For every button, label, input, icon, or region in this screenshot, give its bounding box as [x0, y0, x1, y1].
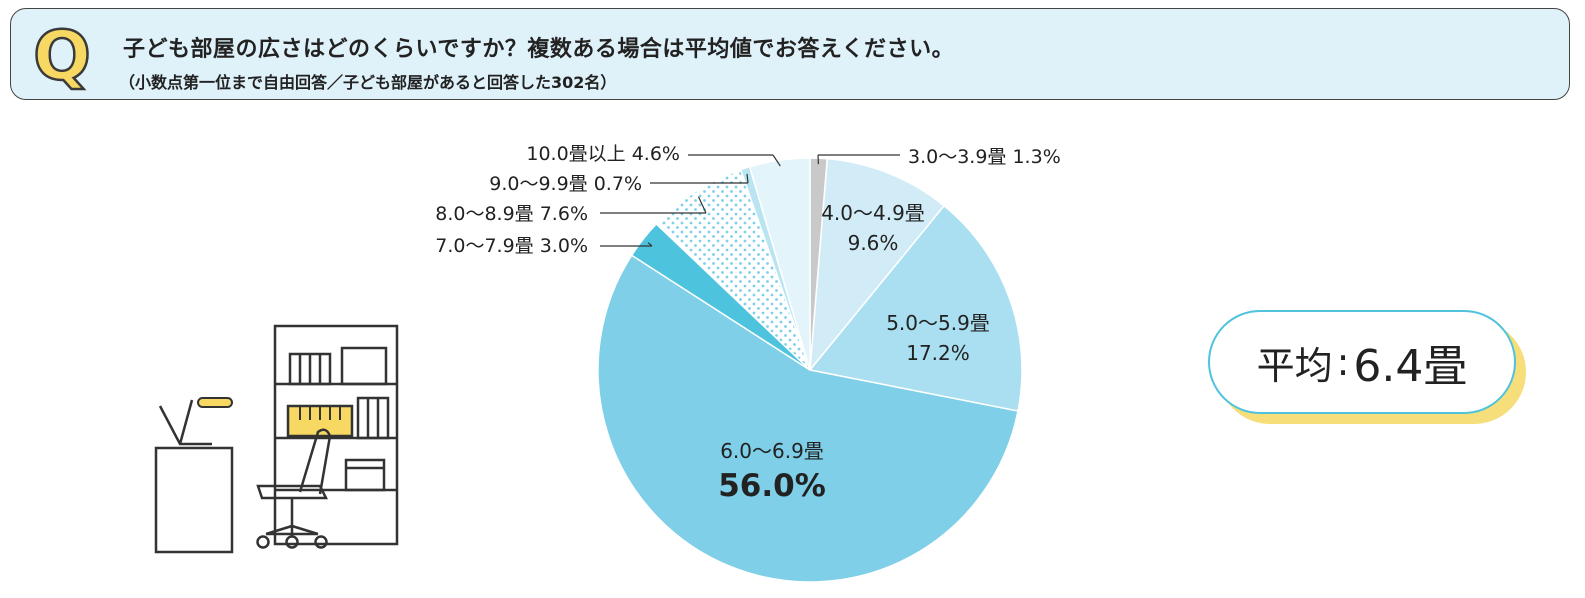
question-note: （小数点第一位まで自由回答／子ども部屋があると回答した302名）	[119, 73, 617, 92]
average-badge: 平均 : 6.4畳	[1208, 310, 1516, 414]
leader-elbow-7	[772, 154, 781, 167]
slice-label-4: 7.0〜7.9畳 3.0%	[435, 235, 588, 257]
average-value: 6.4畳	[1353, 341, 1468, 392]
pie-slice-3	[597, 254, 1019, 583]
slice-label-7: 10.0畳以上 4.6%	[526, 143, 680, 165]
leader-elbow-6	[746, 173, 749, 184]
question-box: Q 子ども部屋の広さはどのくらいですか？複数ある場合は平均値でお答えください。 …	[10, 8, 1570, 100]
average-label: 平均	[1256, 343, 1333, 388]
pie-slices	[597, 157, 1023, 583]
slice-label-6: 9.0〜9.9畳 0.7%	[489, 173, 642, 195]
slice-label-5: 8.0〜8.9畳 7.6%	[435, 203, 588, 225]
slice-label-3: 6.0〜6.9畳	[720, 439, 824, 463]
question-title: 子ども部屋の広さはどのくらいですか？複数ある場合は平均値でお答えください。	[123, 37, 955, 62]
q-badge-icon: Q	[32, 19, 92, 91]
pie-slice-5	[655, 168, 811, 371]
leader-elbow-4	[647, 242, 653, 247]
slice-label-2: 5.0〜5.9畳	[886, 311, 990, 335]
slice-label-0: 3.0〜3.9畳 1.3%	[908, 146, 1061, 168]
slice-labels: 3.0〜3.9畳 1.3% 4.0〜4.9畳 9.6% 5.0〜5.9畳 17.2% 6.…	[435, 143, 1061, 504]
pie-slice-7	[748, 157, 811, 371]
pie-slice-1	[809, 157, 946, 373]
average-colon: :	[1336, 340, 1350, 384]
slice-value-3: 56.0%	[718, 468, 826, 504]
slice-value-1: 9.6%	[848, 231, 899, 255]
leader-lines	[600, 154, 900, 247]
slice-label-1: 4.0〜4.9畳	[821, 201, 925, 225]
svg-text:Q: Q	[33, 19, 91, 91]
slice-value-2: 17.2%	[906, 341, 970, 365]
pie-slice-2	[808, 204, 1023, 412]
leader-elbow-5	[697, 196, 707, 214]
kids-room-illustration-icon	[154, 324, 399, 554]
